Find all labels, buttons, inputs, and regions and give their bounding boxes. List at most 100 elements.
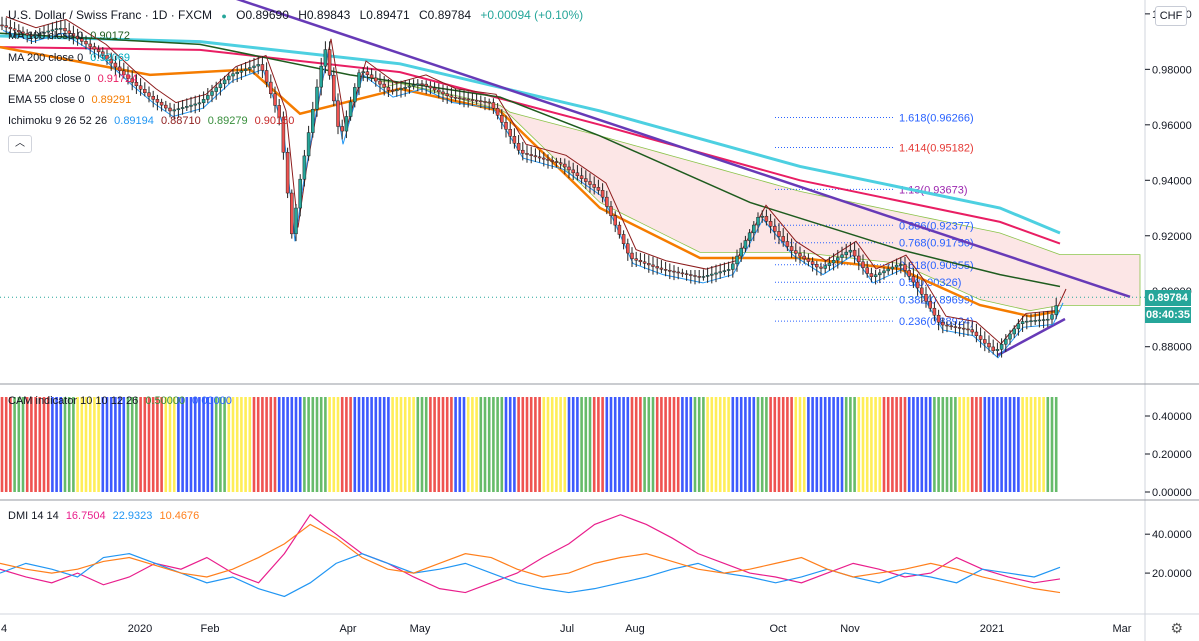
cam-bar [55,397,58,492]
cam-bar [282,397,285,492]
cam-bar [765,397,768,492]
time-tick-label: Nov [840,623,860,635]
cam-bar [34,397,37,492]
candle-body [487,101,491,104]
cam-bar [412,397,415,492]
candle-body [823,265,827,269]
cam-bar [849,397,852,492]
cam-bar [487,397,491,492]
candle-body [1016,323,1021,330]
currency-button[interactable]: CHF [1155,6,1187,26]
cam-bar [634,397,638,492]
candle-body [180,107,185,109]
cam-bar [664,397,667,492]
candle-body [323,49,328,67]
candle-body [588,181,592,185]
candle-body [512,135,517,144]
cam-bar [697,397,701,492]
legend-ema200[interactable]: EMA 200 close 0 0.91724 [8,73,141,85]
candle-body [25,33,29,36]
candle-body [495,108,500,116]
symbol-legend[interactable]: U.S. Dollar / Swiss Franc · 1D · FXCM ● … [8,8,589,22]
candle-body [831,259,836,264]
candle-body [71,33,76,37]
price-tick-label: 0.94000 [1152,175,1192,187]
price-tick-label: 0.88000 [1152,342,1192,354]
candle-body [882,270,886,274]
fib-label: 1.414(0.95182) [899,143,974,155]
cam-bar [437,397,441,492]
legend-ichimoku[interactable]: Ichimoku 9 26 52 26 0.89194 0.88710 0.89… [8,115,298,127]
legend-cam[interactable]: CAM indicator 10 10 12 26 0.50000 0.0000… [8,395,236,407]
cam-tick-label: 0.00000 [1152,487,1192,499]
candle-body [915,281,920,289]
cam-bar [895,397,898,492]
candle-body [617,224,622,235]
cam-bar [332,397,336,492]
price-tick-label: 0.96000 [1152,120,1192,132]
candle-body [306,132,311,157]
cam-bar [970,397,974,492]
candle-body [441,91,445,95]
cam-bar [496,397,499,492]
cam-bar [420,397,424,492]
cam-axis[interactable]: 0.40000 0.20000 0.00000 [1145,411,1192,499]
cam-bar [735,397,739,492]
cam-bar [710,397,714,492]
candle-body [638,259,643,263]
collapse-legend-button[interactable]: ︿ [8,135,32,153]
candle-body [508,129,512,137]
cam-bar [916,397,919,492]
gear-icon[interactable]: ⚙ [1170,620,1183,636]
cam-bar [454,397,457,492]
cam-bar [597,397,600,492]
candle-body [924,293,928,302]
symbol-title[interactable]: U.S. Dollar / Swiss Franc · 1D · FXCM [8,8,213,22]
cam-bar [240,397,243,492]
cam-bar [164,397,168,492]
cam-bar [723,397,726,492]
candle-body [1046,318,1050,321]
cam-bar [139,397,142,492]
cam-bar [924,397,928,492]
cam-bar [311,397,315,492]
cam-bar [223,397,226,492]
ichimoku-cloud-area [379,80,1141,312]
cam-bar [109,397,113,492]
cam-bar [983,397,987,492]
cam-bar [336,397,340,492]
legend-ma200[interactable]: MA 200 close 0 0.92069 [8,52,134,64]
candle-body [596,187,601,191]
candle-body [29,34,34,37]
candle-body [819,266,823,269]
candle-body [399,88,403,90]
candle-body [928,300,932,309]
cam-bar [387,397,390,492]
cam-bar [979,397,982,492]
cam-bar [996,397,999,492]
ema200-line [0,46,1061,245]
ichimoku-label: Ichimoku 9 26 52 26 [8,115,108,127]
cam-bar [1008,397,1012,492]
dmi-axis[interactable]: 40.0000 20.0000 [1145,529,1192,580]
ema200-label: EMA 200 close 0 [8,73,91,85]
candle-body [88,43,92,47]
legend-ema55[interactable]: EMA 55 close 0 0.89291 [8,94,135,106]
time-axis[interactable]: 4 2020 Feb Apr May Jul Aug Oct Nov 2021 Mar [1,623,1132,635]
cam-bar [508,397,512,492]
ma200-label: MA 200 close 0 [8,52,84,64]
legend-ma100[interactable]: MA 100 close 0 0.90172 [8,30,134,42]
candle-body [773,226,777,232]
legend-dmi[interactable]: DMI 14 14 16.7504 22.9323 10.4676 [8,510,203,522]
price-candles [0,16,1058,358]
time-tick-label: Jul [560,623,574,635]
cam-bar [382,397,386,492]
cam-bar [277,397,281,492]
cam-bar [265,397,268,492]
cam-bar [416,397,420,492]
candle-body [655,266,659,269]
cam-bar [9,397,12,492]
candle-body [8,27,13,30]
time-tick-label: 4 [1,623,7,635]
